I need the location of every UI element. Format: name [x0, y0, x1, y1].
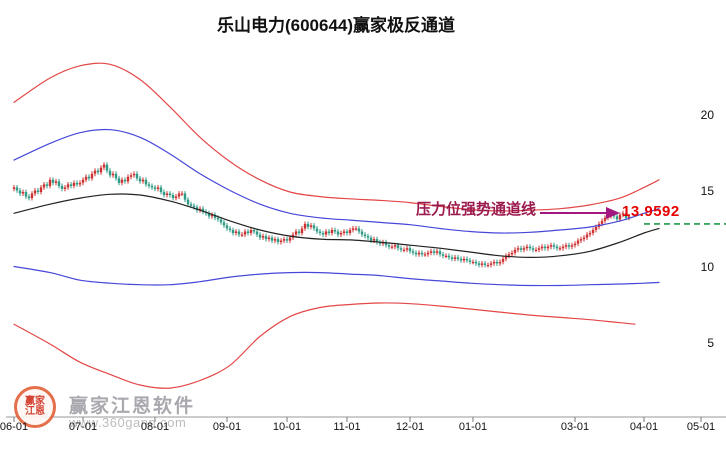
x-axis-label: 12-01: [395, 421, 425, 433]
x-axis-label: 01-01: [458, 421, 488, 433]
y-axis-label: 20: [700, 108, 714, 122]
x-axis-label: 04-01: [629, 421, 659, 433]
x-axis-label: 09-01: [212, 421, 242, 433]
pressure-annotation-label: 压力位强势通道线: [415, 201, 536, 218]
watermark-logo-icon: 赢家 江恩: [14, 386, 56, 428]
x-axis-label: 05-01: [686, 421, 716, 433]
logo-text-line1: 赢家: [25, 395, 45, 407]
watermark-brand-text: 赢家江恩软件: [69, 396, 196, 417]
x-axis-label: 08-01: [140, 421, 170, 433]
y-axis-label: 5: [707, 336, 714, 350]
watermark-url-text: www.360gann.com: [69, 415, 187, 430]
page-title: 乐山电力(600644)赢家极反通道: [216, 16, 456, 35]
x-axis-label: 06-01: [0, 421, 29, 433]
x-axis-label: 10-01: [272, 421, 302, 433]
x-axis-label: 07-01: [68, 421, 98, 433]
logo-text-line2: 江恩: [25, 406, 45, 417]
y-axis-label: 15: [700, 184, 714, 198]
x-axis-label: 11-01: [333, 421, 361, 433]
pressure-price-value: 13.9592: [622, 203, 680, 220]
x-axis-label: 03-01: [560, 421, 590, 433]
y-axis-label: 10: [700, 260, 714, 274]
